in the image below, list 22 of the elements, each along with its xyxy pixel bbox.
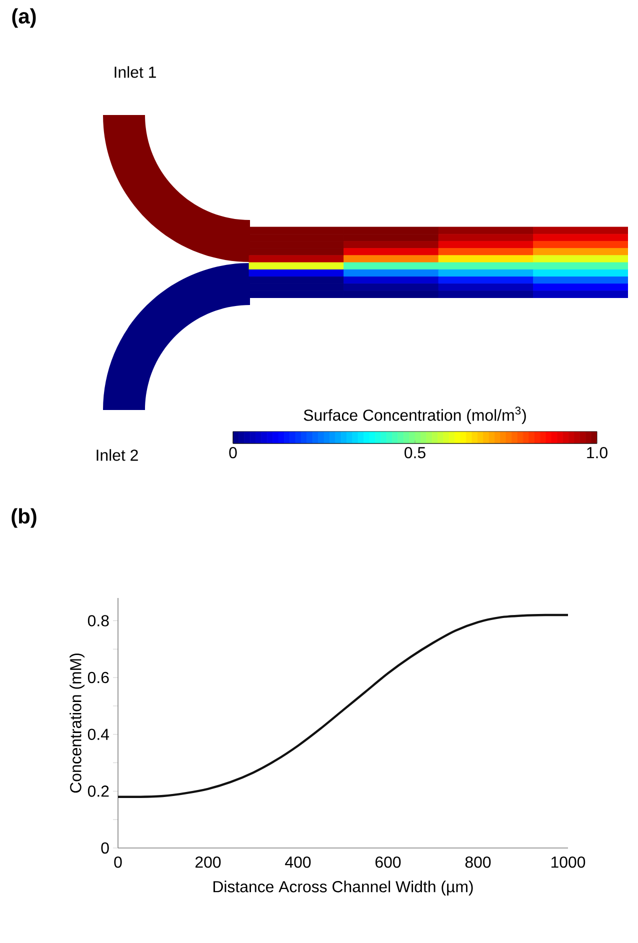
x-tick-label: 400 bbox=[285, 856, 311, 868]
y-tick-label: 0.8 bbox=[88, 615, 109, 626]
text: Inlet 2 bbox=[96, 449, 138, 461]
y-tick-label: 0 bbox=[101, 842, 109, 854]
color-bar-label: 0.5 bbox=[404, 447, 426, 458]
x-tick-label: 0 bbox=[114, 856, 122, 868]
y-axis-title: Concentration (mM) bbox=[70, 654, 84, 793]
color-bar-label: 0 bbox=[229, 447, 237, 458]
y-tick-label: 0.4 bbox=[88, 728, 110, 740]
text: Inlet 1 bbox=[114, 66, 156, 78]
color-bar-label: 1.0 bbox=[587, 447, 608, 458]
x-axis-title: Distance Across Channel Width (µm) bbox=[213, 880, 473, 896]
text: (a) bbox=[12, 8, 36, 28]
x-tick-label: 800 bbox=[465, 856, 491, 868]
color-bar-title: Surface Concentration (mol/m$^{3}$) bbox=[304, 406, 526, 424]
x-tick-label: 1000 bbox=[551, 856, 586, 868]
line-series bbox=[118, 614, 568, 798]
text: (b) bbox=[12, 508, 36, 528]
y-tick-label: 0.2 bbox=[88, 786, 109, 797]
x-tick-label: 200 bbox=[196, 856, 221, 868]
x-tick-label: 600 bbox=[376, 856, 401, 868]
y-tick-label: 0.6 bbox=[88, 672, 109, 684]
